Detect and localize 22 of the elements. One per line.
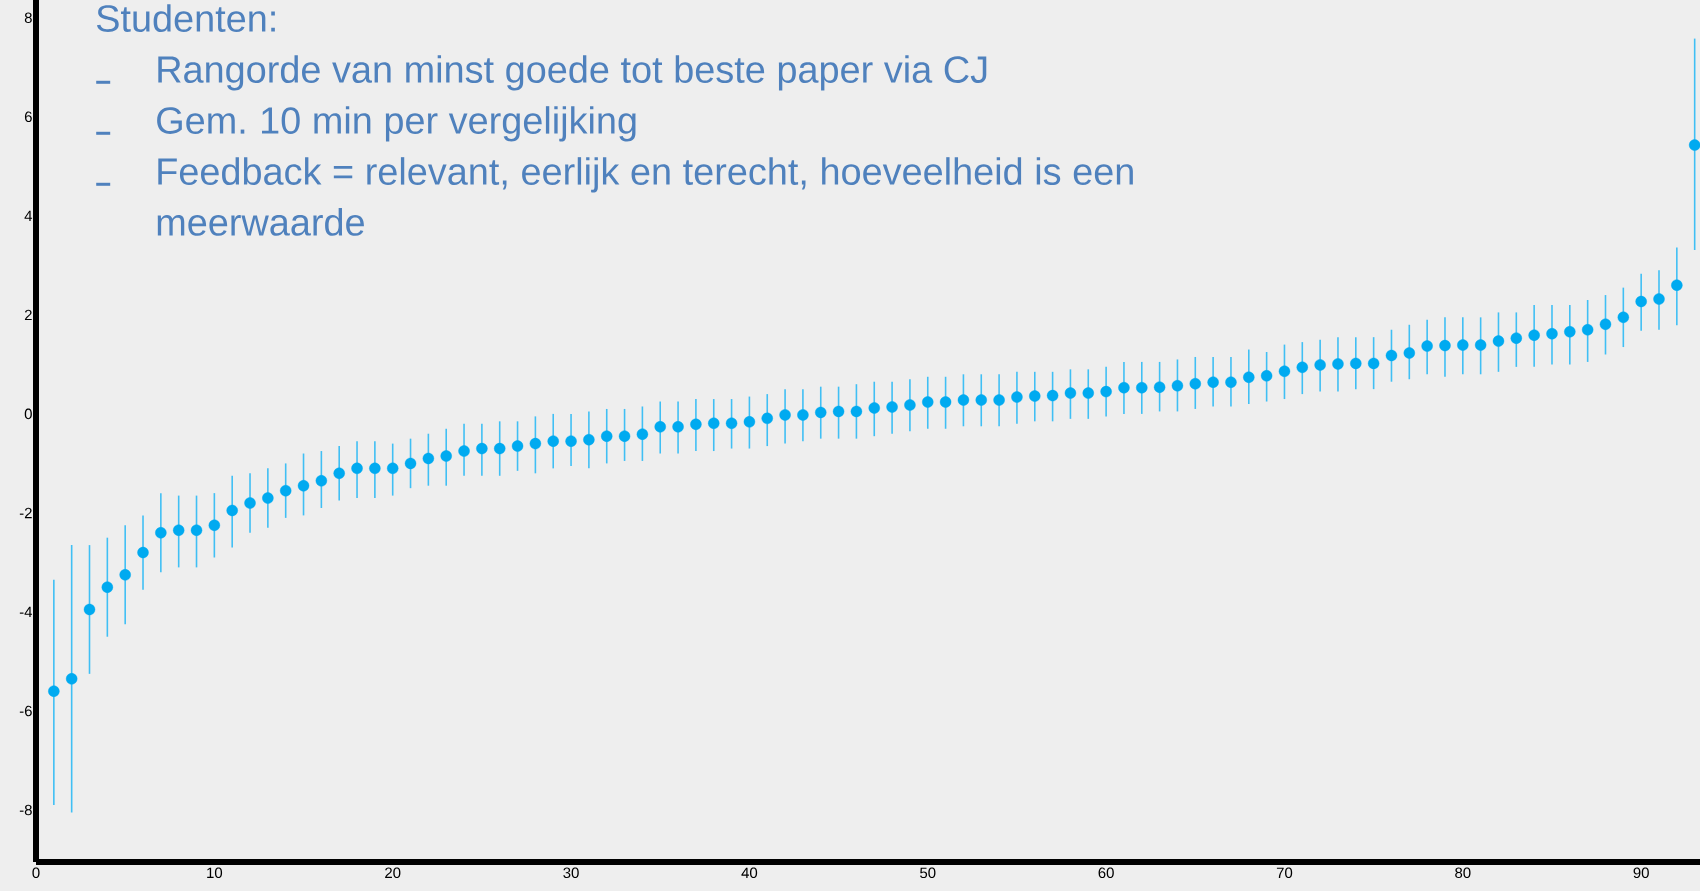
x-tick-label: 40 xyxy=(741,867,758,879)
y-tick-label: -8 xyxy=(19,804,32,816)
x-tick-label: 10 xyxy=(207,867,223,879)
y-tick-label: -4 xyxy=(19,606,33,618)
y-tick-label: 6 xyxy=(24,111,32,123)
y-tick-label: -6 xyxy=(19,705,32,717)
y-tick-label: 2 xyxy=(24,309,32,321)
x-tick-label: 60 xyxy=(1098,867,1114,879)
x-tick-label: 20 xyxy=(385,867,401,879)
x-tick-label: 50 xyxy=(920,867,936,879)
y-tick-label: 4 xyxy=(24,210,33,221)
x-tick-label: 90 xyxy=(1633,867,1649,879)
x-tick-label: 70 xyxy=(1276,867,1293,879)
y-tick-label: 0 xyxy=(24,408,32,420)
x-tick-label: 30 xyxy=(563,867,579,879)
annotation: Feedback = relevant, eerlijk en terecht, hoeveelheid is een meerwaarde xyxy=(157,157,1133,236)
annotation: Studenten: xyxy=(96,4,275,32)
y-tick-label: 8 xyxy=(24,12,32,24)
y-tick-label: -2 xyxy=(19,507,32,519)
x-tick-label: 80 xyxy=(1455,867,1471,879)
annotation: Rangorde van minst goede tot beste paper via CJ xyxy=(158,55,987,91)
annotation: Gem. 10 min per vergelijking xyxy=(157,106,636,142)
